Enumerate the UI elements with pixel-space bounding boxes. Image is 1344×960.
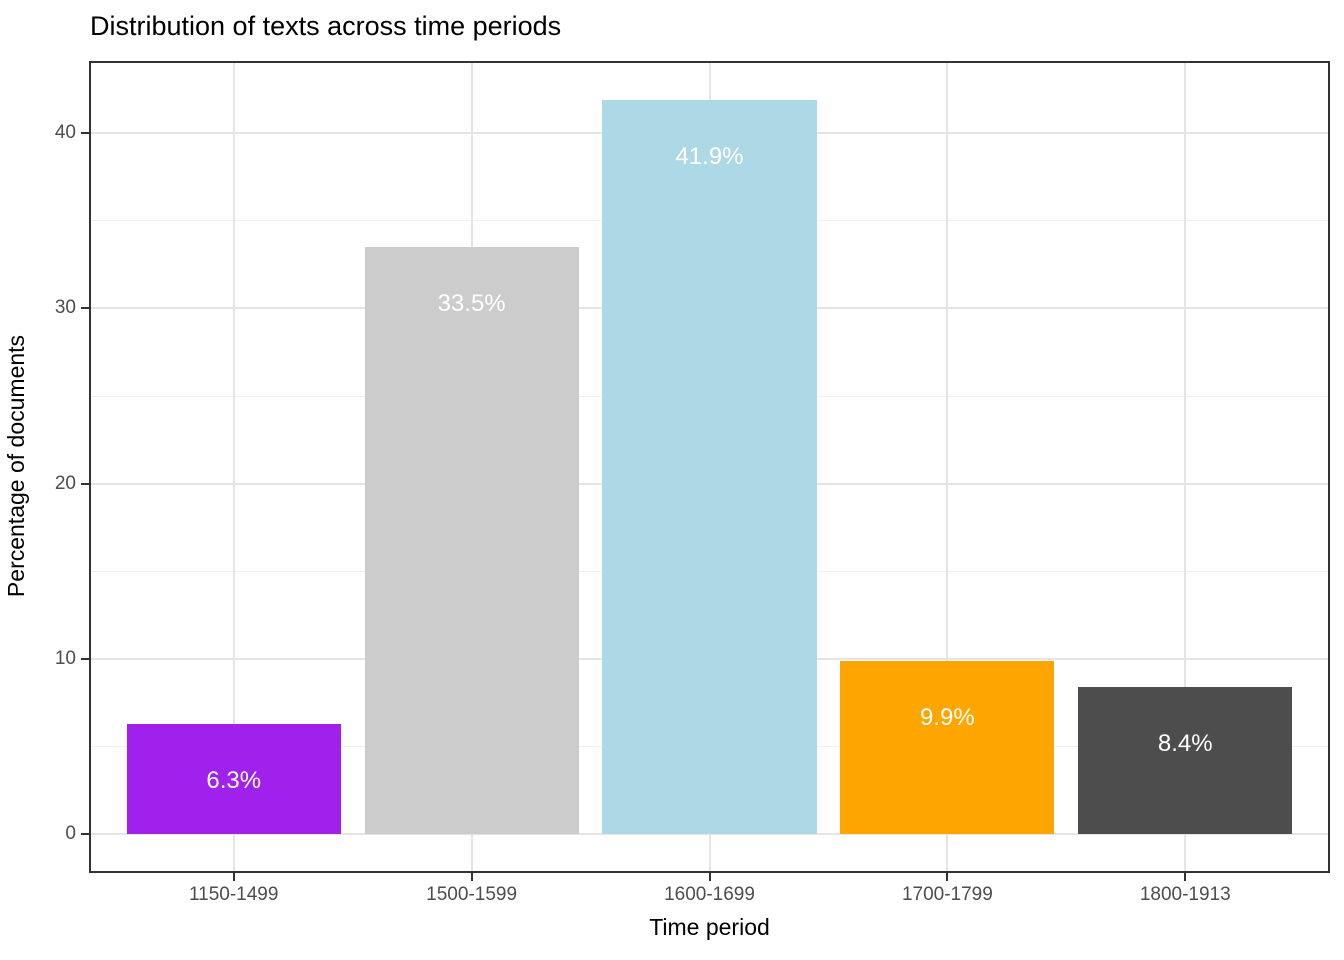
y-tick-label: 30: [54, 297, 76, 319]
chart-title: Distribution of texts across time period…: [90, 11, 562, 41]
y-tick-label: 40: [54, 122, 76, 144]
x-tick-label: 1500-1599: [426, 884, 518, 905]
bar: 9.9%: [840, 660, 1055, 835]
x-tick-mark: [946, 873, 949, 881]
bar: 6.3%: [126, 723, 341, 835]
bar: 8.4%: [1078, 686, 1293, 835]
x-tick-mark: [470, 873, 473, 881]
x-tick-mark: [708, 873, 711, 881]
y-tick-mark: [81, 307, 89, 310]
y-tick-label: 0: [65, 823, 76, 845]
y-tick-mark: [81, 132, 89, 135]
y-tick-mark: [81, 833, 89, 836]
x-tick-label: 1800-1913: [1139, 884, 1231, 905]
x-tick-mark: [232, 873, 235, 881]
bar-value-label: 41.9%: [675, 142, 744, 170]
y-tick-mark: [81, 657, 89, 660]
gridline-major-v: [946, 63, 949, 871]
bar-value-label: 9.9%: [920, 703, 975, 731]
x-tick-label: 1150-1499: [188, 884, 279, 905]
bar-value-label: 6.3%: [206, 766, 262, 794]
x-axis-title: Time period: [649, 914, 770, 940]
gridline-major-v: [232, 63, 235, 871]
bar-value-label: 8.4%: [1157, 729, 1213, 757]
bar: 41.9%: [602, 99, 817, 835]
x-tick-label: 1700-1799: [901, 884, 993, 905]
x-tick-label: 1600-1699: [664, 884, 755, 905]
plot-panel: 6.3% 33.5% 41.9% 9.9% 8.4%: [89, 61, 1330, 873]
bar: 33.5%: [364, 247, 579, 835]
x-tick-mark: [1184, 873, 1187, 881]
bar-value-label: 33.5%: [437, 290, 506, 318]
y-tick-label: 20: [54, 472, 76, 494]
y-axis-title: Percentage of documents: [3, 334, 29, 598]
gridline-major-v: [1184, 63, 1187, 871]
y-tick-label: 10: [54, 647, 76, 669]
y-tick-mark: [81, 482, 89, 485]
